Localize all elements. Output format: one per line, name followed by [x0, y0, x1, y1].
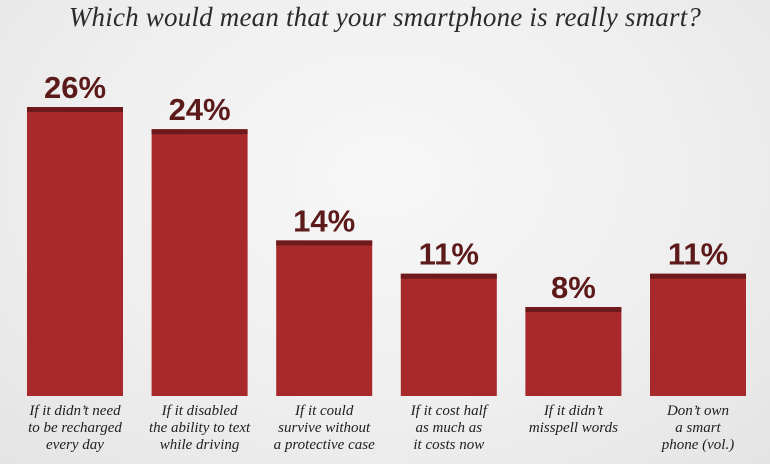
category-label-line: it costs now	[413, 437, 484, 453]
value-label-4: 11%	[419, 237, 479, 272]
category-labels-layer: If it didn’t need to be recharged every da…	[28, 403, 734, 453]
chart-title: Which would mean that your smartphone is…	[68, 2, 702, 32]
category-label-line: a smart	[675, 420, 721, 436]
value-label-3: 14%	[293, 203, 355, 238]
category-label-line: If it disabled	[161, 403, 238, 419]
category-label-line: every day	[46, 437, 104, 453]
value-label-1: 26%	[44, 70, 106, 105]
bar-cap-6	[650, 273, 746, 279]
bar-cap-1	[27, 107, 123, 112]
category-label-line: misspell words	[529, 420, 618, 436]
category-label-2: If it disabled the ability to text while d…	[149, 403, 251, 453]
category-label-line: as much as	[415, 420, 482, 436]
bars-layer	[27, 107, 746, 396]
bar-cap-2	[151, 129, 248, 135]
category-label-6: Don’t own a smart phone (vol.)	[661, 403, 734, 453]
category-label-5: If it didn’t misspell words	[529, 403, 618, 436]
value-label-6: 11%	[668, 237, 728, 272]
category-label-line: Don’t own	[666, 403, 729, 419]
bar-1	[27, 107, 123, 396]
value-label-5: 8%	[551, 270, 596, 305]
bar-6	[650, 273, 746, 396]
category-label-line: the ability to text	[149, 420, 251, 436]
category-label-line: phone (vol.)	[661, 437, 734, 453]
bar-3	[276, 240, 373, 396]
bar-2	[151, 129, 248, 396]
bar-4	[400, 273, 497, 396]
category-label-line: survive without	[278, 420, 371, 436]
category-label-line: to be recharged	[28, 420, 122, 436]
bar-cap-5	[525, 307, 622, 313]
category-label-4: If it cost half as much as it costs now	[410, 403, 489, 453]
category-label-line: If it didn’t need	[28, 403, 121, 419]
category-label-line: If it didn’t	[543, 403, 604, 419]
category-label-line: If it could	[294, 403, 354, 419]
value-label-2: 24%	[169, 92, 231, 127]
value-labels-layer: 26% 24% 14% 11% 8% 11%	[44, 70, 728, 305]
category-label-line: while driving	[160, 437, 240, 453]
bar-cap-3	[276, 240, 373, 246]
category-label-line: a protective case	[274, 437, 375, 453]
bar-cap-4	[400, 273, 497, 279]
category-label-line: If it cost half	[410, 403, 489, 419]
bar-5	[525, 307, 622, 396]
category-label-1: If it didn’t need to be recharged every da…	[28, 403, 122, 453]
category-label-3: If it could survive without a protective c…	[274, 403, 375, 453]
